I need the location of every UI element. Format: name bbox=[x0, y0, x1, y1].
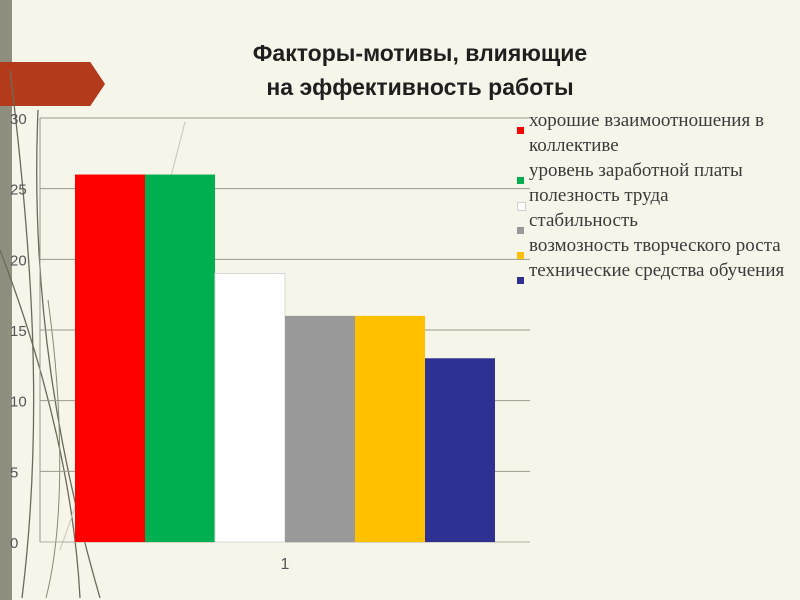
decor-curve bbox=[9, 69, 35, 599]
legend-item: уровень заработной платы bbox=[517, 158, 797, 184]
accent-banner bbox=[0, 62, 105, 106]
y-tick-label: 5 bbox=[10, 464, 18, 481]
legend-swatch bbox=[517, 177, 524, 184]
side-decor-strip bbox=[0, 0, 12, 600]
legend-swatch bbox=[517, 127, 524, 134]
legend-item: технические средства обучения bbox=[517, 258, 797, 284]
bar-2 bbox=[145, 174, 215, 543]
bar-3 bbox=[214, 272, 286, 543]
legend-swatch bbox=[517, 202, 526, 211]
legend-swatch bbox=[517, 277, 524, 284]
bar-1 bbox=[75, 174, 145, 543]
bar-5 bbox=[355, 315, 425, 542]
y-tick-label: 25 bbox=[10, 182, 27, 199]
chart-legend: хорошие взаимоотношения в коллективе уров… bbox=[517, 108, 797, 284]
decor-curve bbox=[45, 299, 61, 599]
legend-label: технические средства обучения bbox=[529, 260, 785, 281]
decor-curve bbox=[0, 249, 81, 599]
bar-6 bbox=[425, 358, 495, 542]
y-tick-label: 20 bbox=[10, 252, 27, 269]
y-tick-label: 30 bbox=[10, 111, 27, 128]
y-tick-label: 15 bbox=[10, 323, 27, 340]
chart-title-line1: Факторы-мотивы, влияющие bbox=[252, 40, 588, 66]
legend-item: хорошие взаимоотношения в коллективе bbox=[517, 108, 797, 158]
legend-label: возмозность творческого роста bbox=[529, 235, 781, 256]
y-tick-label: 0 bbox=[10, 535, 18, 552]
y-tick-label: 10 bbox=[10, 394, 27, 411]
chart-title: Факторы-мотивы, влияющие на эффективност… bbox=[170, 36, 670, 104]
legend-label: полезность труда bbox=[529, 185, 669, 206]
bar-4 bbox=[285, 315, 355, 542]
legend-swatch bbox=[517, 227, 524, 234]
legend-item: стабильность bbox=[517, 208, 797, 234]
legend-label: хорошие взаимоотношения в коллективе bbox=[529, 110, 764, 156]
legend-item: возмозность творческого роста bbox=[517, 233, 797, 259]
legend-item: полезность труда bbox=[517, 183, 797, 211]
legend-label: стабильность bbox=[529, 210, 638, 231]
legend-swatch bbox=[517, 252, 524, 259]
x-tick-label: 1 bbox=[281, 556, 290, 573]
legend-label: уровень заработной платы bbox=[529, 160, 743, 181]
chart-title-line2: на эффективность работы bbox=[266, 74, 574, 100]
